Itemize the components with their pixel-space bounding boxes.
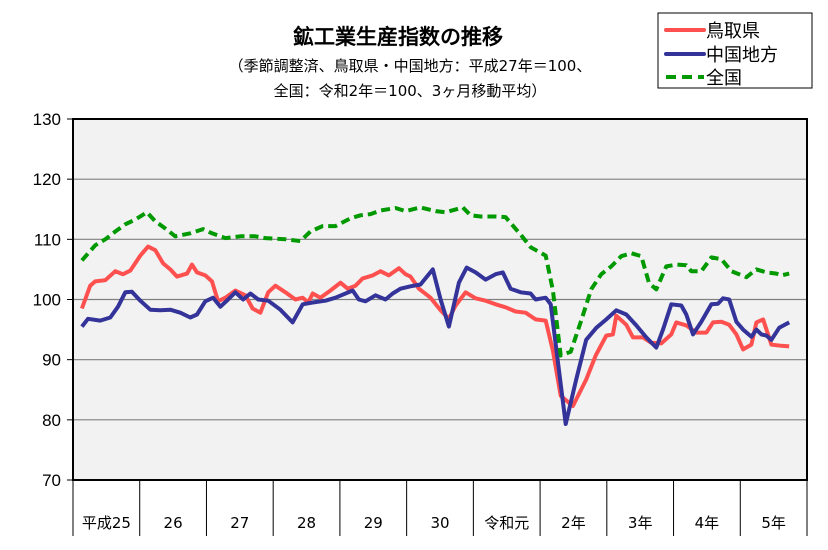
x-category-label: 29 xyxy=(364,514,383,532)
legend: 鳥取県 中国地方 全国 xyxy=(657,12,813,89)
x-category-label: 令和元 xyxy=(484,514,529,532)
legend-label-tottori: 鳥取県 xyxy=(706,21,760,42)
x-category-label: 30 xyxy=(430,514,449,532)
chart-subtitle-line-2: 全国：令和2年＝100、3ヶ月移動平均） xyxy=(274,82,547,100)
y-tick-label: 90 xyxy=(42,351,61,370)
y-tick-label: 110 xyxy=(34,230,61,249)
x-category-label: 26 xyxy=(164,514,183,532)
legend-label-national: 全国 xyxy=(706,68,742,89)
x-category-label: 3年 xyxy=(628,514,653,532)
series-line-chugoku xyxy=(80,265,791,426)
plot-border xyxy=(72,118,808,481)
x-category-label: 平成25 xyxy=(82,514,131,532)
series-line-national xyxy=(80,205,790,358)
chart-title: 鉱工業生産指数の推移 xyxy=(293,25,503,49)
x-category-label: 5年 xyxy=(761,514,786,532)
x-category-label: 27 xyxy=(230,514,249,532)
y-tick-label: 100 xyxy=(33,291,61,310)
y-tick-label: 70 xyxy=(42,471,61,490)
x-category-label: 4年 xyxy=(695,514,720,532)
y-tick-label: 80 xyxy=(42,411,61,430)
series-line-tottori xyxy=(80,244,790,408)
x-category-label: 2年 xyxy=(561,514,586,532)
y-tick-label: 120 xyxy=(33,170,61,189)
x-category-label: 28 xyxy=(297,514,316,532)
legend-label-chugoku: 中国地方 xyxy=(706,45,778,66)
y-tick-label: 130 xyxy=(33,110,61,129)
chart-subtitle-line-1: （季節調整済、鳥取県・中国地方：平成27年＝100、 xyxy=(229,57,592,75)
